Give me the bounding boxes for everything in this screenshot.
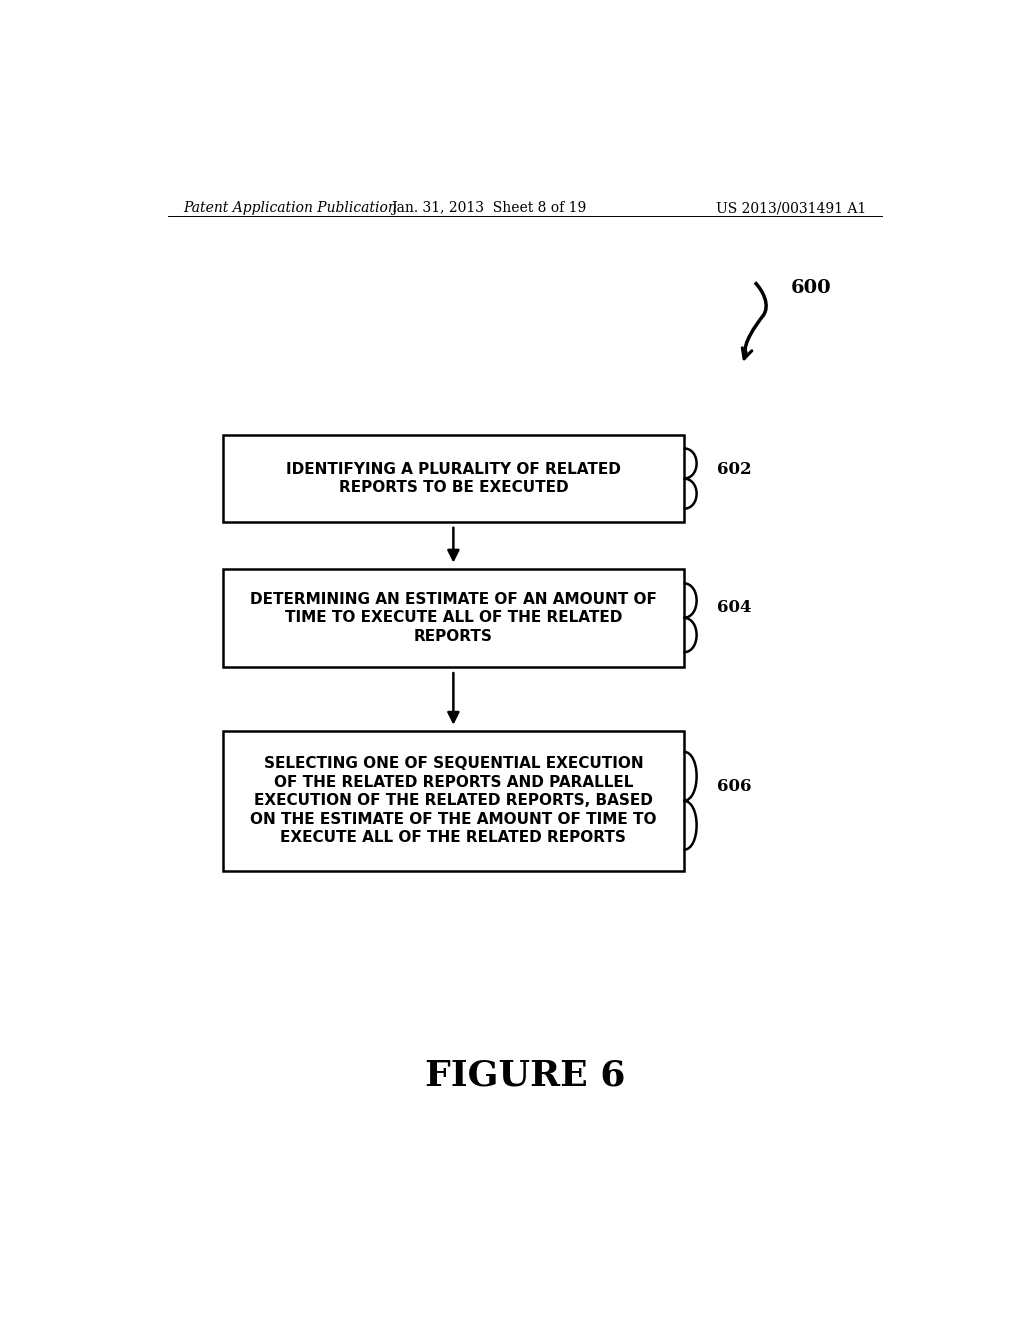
Bar <box>223 436 684 521</box>
Text: FIGURE 6: FIGURE 6 <box>425 1059 625 1092</box>
Text: 604: 604 <box>717 599 752 616</box>
Text: Patent Application Publication: Patent Application Publication <box>183 201 397 215</box>
Text: 606: 606 <box>717 777 752 795</box>
Text: SELECTING ONE OF SEQUENTIAL EXECUTION
OF THE RELATED REPORTS AND PARALLEL
EXECUT: SELECTING ONE OF SEQUENTIAL EXECUTION OF… <box>250 756 656 846</box>
Text: IDENTIFYING A PLURALITY OF RELATED
REPORTS TO BE EXECUTED: IDENTIFYING A PLURALITY OF RELATED REPOR… <box>286 462 621 495</box>
Text: Jan. 31, 2013  Sheet 8 of 19: Jan. 31, 2013 Sheet 8 of 19 <box>391 201 587 215</box>
Text: DETERMINING AN ESTIMATE OF AN AMOUNT OF
TIME TO EXECUTE ALL OF THE RELATED
REPOR: DETERMINING AN ESTIMATE OF AN AMOUNT OF … <box>250 591 656 644</box>
Bar <box>223 569 684 667</box>
Text: 600: 600 <box>791 280 831 297</box>
Text: US 2013/0031491 A1: US 2013/0031491 A1 <box>716 201 866 215</box>
Text: 602: 602 <box>717 461 752 478</box>
Bar <box>223 731 684 871</box>
